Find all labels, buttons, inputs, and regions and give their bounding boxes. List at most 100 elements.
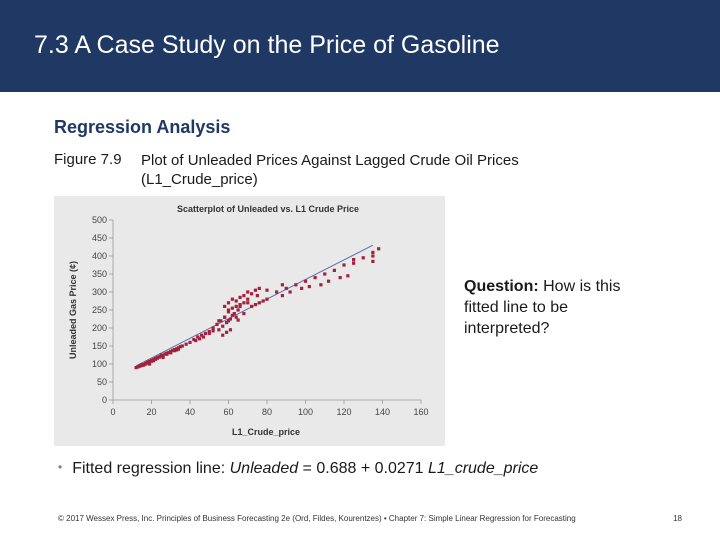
data-point [215,322,219,326]
data-point [332,268,336,272]
x-tick-label: 120 [336,407,351,417]
data-point [238,304,242,308]
data-point [280,283,284,287]
data-point [221,324,225,328]
data-point [230,313,234,317]
equation-y-variable: Unleaded [229,460,299,477]
data-point [224,330,229,334]
data-point [167,350,171,355]
data-point [234,299,238,303]
data-point [246,301,250,305]
callout-question-label: Question: [464,278,539,295]
data-point [371,254,375,258]
data-point [265,288,269,292]
data-point [224,321,229,325]
points-group [134,247,381,370]
callout-question-text: How is this fitted line to be interprete… [464,278,621,337]
x-tick-label: 0 [110,407,115,417]
data-point [226,308,231,312]
data-point [138,364,142,368]
data-point [226,319,231,323]
data-point [171,348,175,352]
data-point [192,337,196,342]
data-point [199,333,204,337]
data-point [361,256,365,260]
data-point [173,348,177,352]
data-point [371,259,375,263]
x-tick-label: 60 [223,407,233,417]
data-point [313,276,317,280]
data-point [155,356,159,360]
data-point [147,362,152,366]
chart-title: Scatterplot of Unleaded vs. L1 Crude Pri… [177,204,359,214]
data-point [242,294,246,298]
data-point [246,290,250,294]
data-point [151,359,156,363]
data-point [161,353,165,357]
data-point [319,283,323,287]
data-point [261,299,265,303]
bullet-icon: • [58,460,63,474]
data-point [223,315,227,319]
data-point [323,272,327,276]
data-point [178,345,182,349]
data-point [147,359,152,364]
data-point [294,283,298,287]
data-point [149,359,154,363]
data-point [228,317,233,321]
data-point [228,328,233,332]
title-bar: 7.3 A Case Study on the Price of Gasolin… [0,0,720,92]
y-tick-label: 150 [92,341,107,351]
data-point [257,301,261,305]
x-tick-label: 100 [298,407,313,417]
data-point [144,361,148,365]
data-point [176,346,181,350]
y-tick-label: 0 [102,395,107,405]
data-point [174,348,179,352]
y-tick-label: 450 [92,233,107,243]
data-point [242,312,246,316]
x-tick-label: 80 [262,407,272,417]
data-point [234,315,238,319]
data-point [236,318,240,322]
data-point [203,331,207,335]
data-point [188,340,192,344]
data-point [226,310,231,314]
data-point [288,290,292,294]
data-point [194,339,198,343]
data-point [140,363,144,367]
data-point [159,353,163,357]
data-point [142,362,146,366]
y-axis-label: Unleaded Gas Price (¢) [68,261,78,359]
data-point [253,288,258,292]
equation-x-variable: L1_crude_price [428,460,539,477]
data-point [153,357,157,361]
scatterplot-figure: Scatterplot of Unleaded vs. L1 Crude Pri… [54,196,445,446]
data-point [250,292,254,296]
data-point [346,274,350,278]
data-point [207,331,211,335]
data-point [338,276,342,280]
x-tick-label: 20 [146,407,156,417]
data-point [238,295,242,299]
data-point [257,286,261,290]
footer-citation: © 2017 Wessex Press, Inc. Principles of … [58,514,576,523]
data-point [327,279,331,283]
data-point [352,258,356,262]
figure-caption: Plot of Unleaded Prices Against Lagged C… [141,152,519,188]
data-point [352,261,356,265]
bullet-prefix: Fitted regression line: [72,460,230,477]
data-point [157,355,161,359]
data-point [284,286,288,290]
y-tick-label: 300 [92,287,107,297]
question-callout: Question: How is this fitted line to be … [464,276,644,339]
data-point [226,301,231,305]
y-tick-label: 100 [92,359,107,369]
y-tick-label: 350 [92,269,107,279]
data-point [242,301,246,305]
data-point [180,344,184,348]
x-axis-label: L1_Crude_price [232,427,300,437]
x-tick-label: 140 [375,407,390,417]
data-point [217,328,221,332]
data-point [196,335,200,339]
